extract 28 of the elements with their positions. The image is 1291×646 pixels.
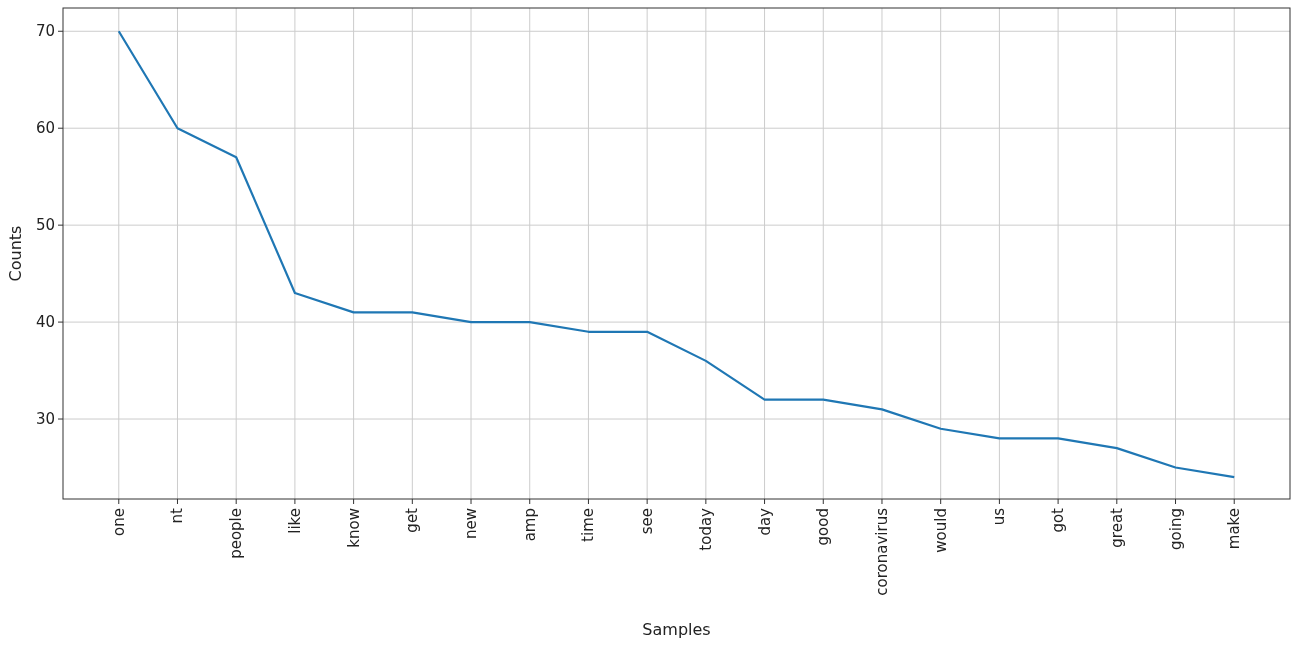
- x-axis-title: Samples: [642, 620, 711, 639]
- x-tick-label: know: [344, 508, 363, 548]
- y-axis-title: Counts: [6, 225, 25, 282]
- x-tick-label: great: [1107, 507, 1126, 548]
- y-tick-label: 40: [35, 313, 55, 332]
- x-tick-label: good: [814, 508, 833, 546]
- x-tick-label: time: [579, 508, 598, 542]
- y-tick-label: 70: [35, 22, 55, 41]
- x-tick-label: got: [1049, 507, 1068, 533]
- x-tick-label: like: [285, 508, 304, 534]
- x-tick-label: day: [755, 507, 774, 536]
- x-tick-label: amp: [520, 508, 539, 542]
- x-tick-label: new: [462, 508, 481, 540]
- x-tick-label: would: [931, 508, 950, 553]
- x-tick-label: one: [109, 508, 128, 536]
- line-series: [117, 30, 1236, 479]
- x-tick-label: get: [403, 507, 422, 533]
- x-tick-label: coronavirus: [872, 507, 891, 596]
- x-tick-label: people: [227, 508, 246, 559]
- y-tick-label: 50: [35, 216, 55, 235]
- x-tick-label: us: [990, 507, 1009, 526]
- y-tick-label: 30: [35, 410, 55, 429]
- x-tick-label: make: [1225, 508, 1244, 550]
- x-tick-label: see: [638, 508, 657, 535]
- x-tick-label: going: [1166, 508, 1185, 550]
- x-tick-label: nt: [168, 507, 187, 524]
- y-tick-label: 60: [35, 119, 55, 138]
- x-tick-label: today: [696, 507, 715, 551]
